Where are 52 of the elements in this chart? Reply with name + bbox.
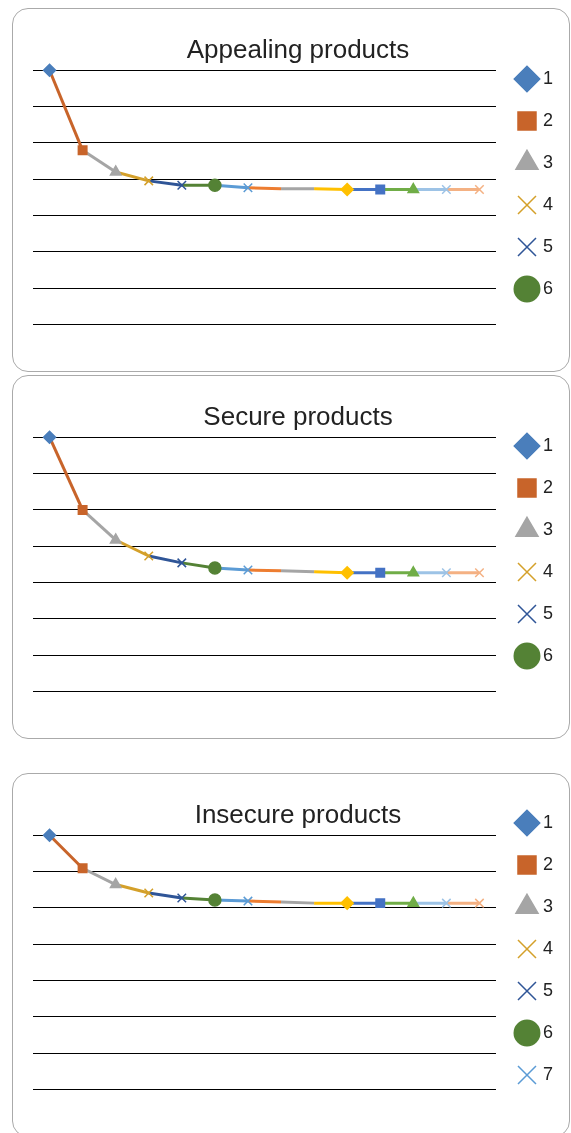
point <box>474 898 485 909</box>
legend-label: 1 <box>542 434 553 455</box>
point <box>474 184 485 195</box>
point <box>242 896 253 907</box>
point <box>340 182 354 197</box>
legend-label: 4 <box>542 937 553 958</box>
legend-label: 3 <box>542 895 553 916</box>
point <box>441 567 452 578</box>
legend-label: 3 <box>542 151 553 172</box>
legend-label: 6 <box>542 644 553 665</box>
point <box>143 887 154 898</box>
point <box>42 828 57 842</box>
point <box>42 430 57 444</box>
point <box>143 551 154 561</box>
legend-label: 5 <box>542 979 553 1000</box>
point <box>77 504 88 515</box>
legend-label: 6 <box>542 277 553 298</box>
legend-label: 6 <box>542 1021 553 1042</box>
point <box>208 561 222 575</box>
chart-title: Insecure products <box>194 798 402 829</box>
point <box>77 145 88 156</box>
point <box>474 567 485 578</box>
point <box>208 178 222 192</box>
legend-label: 4 <box>542 560 553 581</box>
point <box>42 63 57 77</box>
legend-label: 7 <box>542 1063 553 1084</box>
point <box>242 182 253 193</box>
point <box>441 898 452 909</box>
legend-label: 5 <box>542 235 553 256</box>
point <box>176 180 187 191</box>
legend-label: 2 <box>542 476 553 497</box>
chart-title: Appealing products <box>186 33 410 64</box>
point <box>77 863 88 874</box>
legend-label: 2 <box>542 109 553 130</box>
point <box>143 175 154 186</box>
legend-label: 4 <box>542 193 553 214</box>
legend-label: 1 <box>542 67 553 88</box>
point <box>375 567 386 578</box>
chart-title: Secure products <box>203 400 393 431</box>
point <box>176 557 187 568</box>
point <box>375 184 386 195</box>
point <box>242 565 253 575</box>
legend-label: 2 <box>542 853 553 874</box>
legend-label: 5 <box>542 602 553 623</box>
point <box>340 896 354 910</box>
legend-label: 1 <box>542 811 553 832</box>
point <box>340 566 354 580</box>
point <box>208 893 222 907</box>
legend-label: 3 <box>542 518 553 539</box>
point <box>176 893 187 904</box>
point <box>441 184 452 195</box>
point <box>375 898 386 909</box>
